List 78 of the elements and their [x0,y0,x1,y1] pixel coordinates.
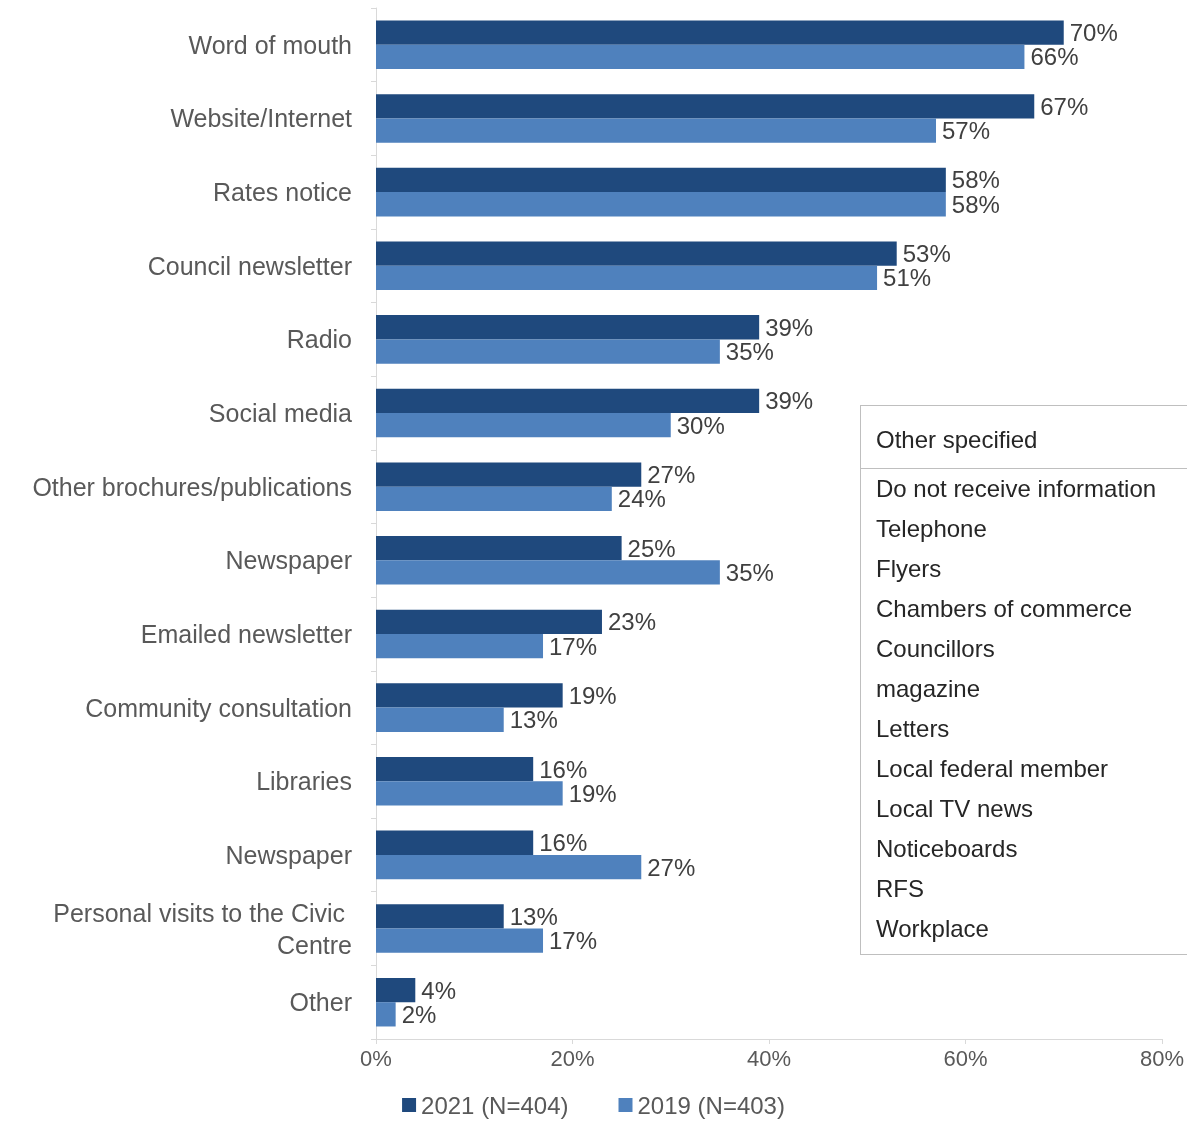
bar [376,20,1064,45]
bar [376,462,642,487]
annotation: Letters [875,714,951,744]
y-tick-label: Social media [208,399,353,428]
legend-label: 2021 (N=404) [421,1091,569,1119]
bar [376,977,416,1003]
bar [376,854,642,880]
bar [376,928,544,953]
data-label: 35% [725,558,774,586]
data-label: 17% [549,632,598,660]
data-label: 30% [676,411,725,439]
data-label: 23% [607,608,657,636]
annotation: Noticeboards [875,834,1019,864]
bar [376,339,720,364]
bar [376,265,878,291]
bar [376,1002,396,1027]
bar [376,904,504,929]
annotation: Councillors [875,634,996,664]
data-label: 17% [549,927,598,955]
y-tick-label: Newspaper [225,840,352,869]
x-tick-label: 0% [360,1045,392,1071]
bar [376,94,1035,119]
y-tick-label: Website/Internet [170,104,353,133]
y-tick-label: Rates notice [213,178,352,207]
bar [376,683,563,708]
text: Other specified [861,406,1187,469]
y-tick-label: Personal visits to the Civic Centre [53,898,352,959]
data-label: 19% [568,681,617,709]
data-label: 39% [765,387,814,415]
y-tick-label: Word of mouth [188,30,352,59]
annotation: Local federal member [875,754,1110,784]
x-tick-label: 60% [943,1045,988,1071]
y-tick-label: Radio [286,325,352,354]
annotation: RFS [875,874,925,904]
data-label: 16% [539,829,588,857]
y-tick-label: Council newsletter [147,251,352,280]
y-tick-label: Libraries [256,767,352,796]
data-label: 27% [647,853,696,881]
bar [376,633,544,659]
bar [376,560,720,585]
bar [376,118,937,143]
x-tick-label: 80% [1139,1045,1185,1071]
bar [376,756,534,782]
bar [376,388,760,414]
y-tick-label: Newspaper [225,546,352,575]
annotation: Do not receive information [875,474,1158,504]
data-label: 67% [1040,92,1089,120]
y-tick-label: Community consultation [85,693,352,722]
annotation: Flyers [875,554,943,584]
y-tick-label: Other [289,988,352,1017]
data-label: 35% [725,338,774,366]
x-tick-label: 20% [550,1045,595,1071]
data-label: 13% [509,706,558,734]
bar [376,536,622,561]
bar [376,486,612,511]
bar [376,830,534,855]
annotation: Telephone [875,514,988,544]
data-label: 39% [765,313,814,341]
data-label: 57% [942,117,991,145]
bar [376,609,602,634]
y-tick-label: Other brochures/publications [32,472,352,501]
legend-label: 2019 (N=403) [637,1091,785,1119]
annotation: Chambers of commerce [875,594,1134,624]
x-tick-label: 40% [746,1045,792,1071]
y-tick-label: Emailed newsletter [140,619,352,648]
bar [376,192,946,217]
data-label: 25% [627,534,676,562]
annotation: magazine [875,674,982,704]
bar [376,167,946,193]
bar [376,44,1025,70]
bar [376,241,897,266]
bar [376,781,563,806]
bar [376,413,671,438]
bar [376,315,760,340]
data-label: 13% [509,902,558,930]
annotation: Local TV news [875,794,1034,824]
bar [376,707,504,732]
annotation: Workplace [875,914,990,944]
